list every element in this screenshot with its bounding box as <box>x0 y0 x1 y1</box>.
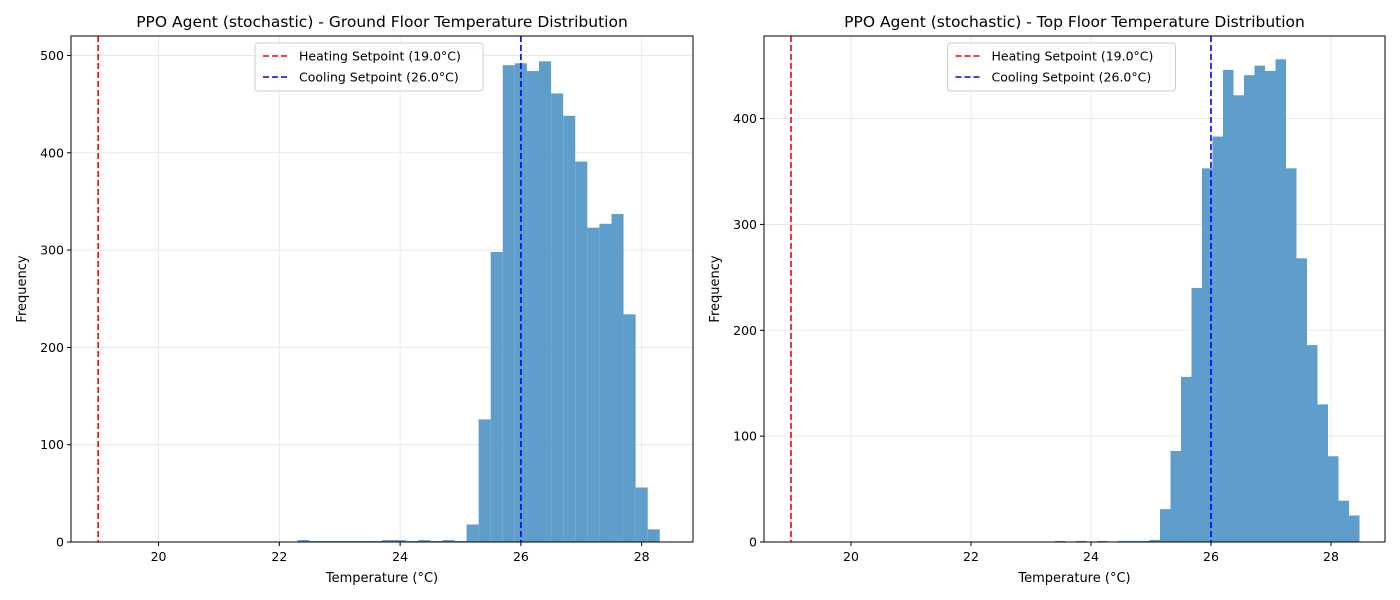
histogram-bar <box>394 540 407 542</box>
histogram-bar <box>539 61 552 543</box>
x-axis-label: Temperature (°C) <box>325 571 438 586</box>
histogram-bar <box>1128 540 1139 542</box>
x-axis-label: Temperature (°C) <box>1017 571 1130 586</box>
histogram-bar <box>1118 540 1129 542</box>
histogram-bar <box>611 214 624 543</box>
y-tick-label: 200 <box>40 340 64 355</box>
histogram-bar <box>1170 450 1181 542</box>
x-tick-label: 28 <box>1323 549 1339 564</box>
axes-frame <box>70 35 694 543</box>
y-tick-label: 500 <box>40 48 64 63</box>
legend-heating-label: Heating Setpoint (19.0°C) <box>299 49 461 64</box>
y-tick-label: 0 <box>749 535 757 550</box>
histogram-bar <box>1265 70 1276 543</box>
histogram-bar <box>1233 95 1244 542</box>
y-tick-label: 400 <box>40 145 64 160</box>
histogram-bar <box>1223 69 1234 542</box>
histogram-bar <box>1254 65 1265 542</box>
histogram-bar <box>647 529 660 542</box>
legend-box <box>254 42 484 92</box>
x-tick-label: 24 <box>392 549 408 564</box>
chart-title: PPO Agent (stochastic) - Ground Floor Te… <box>136 13 628 31</box>
histogram-bar <box>526 71 540 543</box>
histogram-bar <box>466 524 479 542</box>
histogram-bar <box>1307 345 1318 542</box>
x-tick-label: 24 <box>1083 549 1099 564</box>
histogram-bar <box>478 419 491 542</box>
y-tick-label: 100 <box>733 429 757 444</box>
histogram-bar <box>563 115 576 543</box>
histogram-bar <box>551 93 564 543</box>
histogram-bar <box>382 540 395 542</box>
histogram-bar <box>1160 509 1171 542</box>
chart-title: PPO Agent (stochastic) - Top Floor Tempe… <box>844 13 1305 31</box>
histogram-bar <box>490 252 503 542</box>
x-tick-label: 20 <box>843 549 859 564</box>
histogram-bar <box>1191 287 1202 542</box>
histogram-bar <box>587 227 600 542</box>
histogram-bar <box>1149 539 1160 542</box>
histogram-bar <box>623 314 636 542</box>
legend-heating-label: Heating Setpoint (19.0°C) <box>992 49 1154 64</box>
histogram-bar <box>1181 376 1192 542</box>
x-tick-label: 26 <box>1203 549 1219 564</box>
legend-cooling-label: Cooling Setpoint (26.0°C) <box>992 70 1152 85</box>
top-floor-chart: 20 22 24 26 28 0 100 200 300 400 PPO Agent (stocha… <box>708 13 1386 586</box>
histogram-bar <box>599 223 612 543</box>
y-tick-label: 400 <box>733 111 757 126</box>
axes-frame <box>763 35 1386 543</box>
histogram-bar <box>1055 540 1066 542</box>
x-tick-label: 28 <box>634 549 650 564</box>
histogram-bar <box>1328 456 1339 542</box>
histogram-bar <box>1286 168 1297 542</box>
x-tick-label: 22 <box>271 549 287 564</box>
y-axis-label: Frequency <box>15 255 30 322</box>
histogram-bar <box>1349 515 1360 542</box>
histogram-bar <box>1244 75 1255 543</box>
ground-floor-chart: 20 22 24 26 28 0 100 200 300 400 500 PPO Agent (sto… <box>15 13 694 586</box>
histogram-bar <box>575 161 588 542</box>
histogram-bar <box>1076 540 1087 542</box>
histogram-bar <box>1097 540 1108 542</box>
y-tick-label: 200 <box>733 323 757 338</box>
histogram-bar <box>502 65 515 542</box>
y-tick-label: 300 <box>40 243 64 258</box>
histogram-bar <box>635 487 648 542</box>
histogram-bar <box>1338 500 1349 542</box>
x-tick-label: 20 <box>151 549 167 564</box>
histogram-bar <box>1275 59 1286 543</box>
histogram-bar <box>1212 136 1223 542</box>
y-tick-label: 300 <box>733 217 757 232</box>
y-axis-label: Frequency <box>708 255 723 322</box>
histogram-bar <box>1202 168 1213 542</box>
histogram-bar <box>442 540 455 542</box>
histogram-bar <box>297 540 310 542</box>
x-tick-label: 22 <box>963 549 979 564</box>
legend-box <box>947 42 1176 92</box>
histogram-bar <box>1139 540 1150 542</box>
y-tick-label: 100 <box>40 437 64 452</box>
y-tick-label: 0 <box>56 535 64 550</box>
histogram-bar <box>1317 404 1328 542</box>
x-tick-label: 26 <box>513 549 529 564</box>
legend-cooling-label: Cooling Setpoint (26.0°C) <box>299 70 459 85</box>
histogram-bar <box>418 540 431 542</box>
histogram-bar <box>1296 258 1307 542</box>
